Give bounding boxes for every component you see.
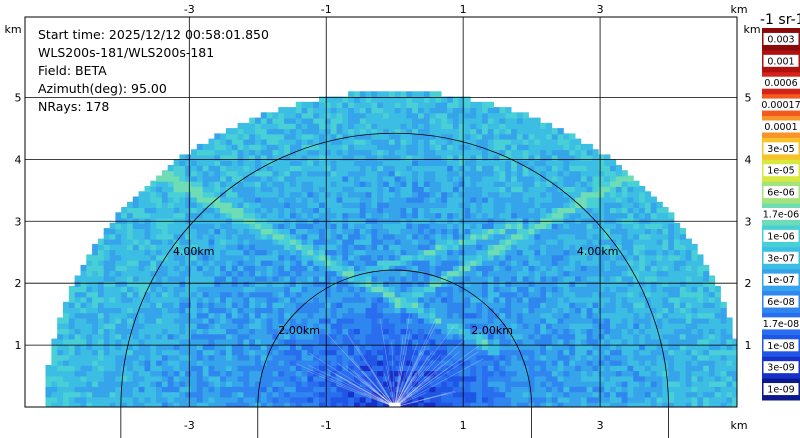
azimuth-label: Azimuth(deg): 95.00 bbox=[38, 81, 167, 96]
plot-frame bbox=[24, 16, 738, 408]
beta-field bbox=[45, 91, 737, 407]
colorbar-tick-label: 1.7e-06 bbox=[763, 210, 799, 221]
x-tick-label-top: -3 bbox=[184, 3, 195, 16]
colorbar-label-bg bbox=[763, 295, 799, 308]
colorbar-title: -1 sr-1 bbox=[760, 12, 800, 28]
x-tick-label-bottom: 1 bbox=[460, 419, 467, 432]
y-tick-label-right: 3 bbox=[745, 215, 752, 228]
colorbar-label-bg bbox=[763, 383, 799, 396]
y-tick-label-right: 4 bbox=[745, 153, 752, 166]
colorbar-label-bg bbox=[763, 186, 799, 199]
colorbar-label-bg bbox=[757, 317, 800, 330]
y-unit-label-left: km bbox=[4, 23, 21, 36]
colorbar-label-bg bbox=[763, 142, 799, 155]
colorbar-tick-label: 3e-09 bbox=[767, 363, 794, 374]
y-tick-label-left: 3 bbox=[15, 215, 22, 228]
colorbar-label-bg bbox=[757, 208, 800, 220]
x-unit-label-top: km bbox=[730, 3, 747, 16]
colorbar-tick-label: 6e-08 bbox=[767, 297, 794, 308]
range-ring bbox=[257, 269, 533, 408]
colorbar-tick-label: 0.0006 bbox=[764, 78, 797, 89]
colorbar-tick-label: 0.001 bbox=[767, 56, 794, 67]
range-ring-label: 2.00km bbox=[278, 324, 320, 337]
colorbar-tick-label: 1e-09 bbox=[767, 385, 794, 396]
x-tick-label-bottom: -1 bbox=[321, 419, 332, 432]
range-ring-label: 2.00km bbox=[471, 324, 513, 337]
scan-info: Start time: 2025/12/12 00:58:01.850 WLS2… bbox=[38, 26, 269, 116]
x-tick-label-top: 3 bbox=[597, 3, 604, 16]
range-ring-label: 4.00km bbox=[577, 245, 619, 258]
colorbar-label-bg bbox=[763, 361, 799, 374]
colorbar-tick-label: 1e-05 bbox=[767, 166, 794, 177]
x-tick-label-top: -1 bbox=[321, 3, 332, 16]
nrays-label: NRays: 178 bbox=[38, 99, 110, 114]
colorbar: 1e-09 3e-09 1e-08 1.7e-08 6e-08 1e-07 3e-07 1e-… bbox=[757, 12, 800, 401]
y-tick-label-right: 2 bbox=[745, 277, 752, 290]
colorbar-tick-label: 1e-08 bbox=[767, 341, 794, 352]
colorbar-label-bg bbox=[763, 164, 799, 177]
colorbar-tick-label: 0.00017 bbox=[761, 100, 800, 111]
range-ring bbox=[120, 132, 669, 408]
colorbar-tick-label: 3e-07 bbox=[767, 253, 794, 264]
y-tick-label-left: 5 bbox=[15, 91, 22, 104]
colorbar-label-bg bbox=[757, 98, 800, 111]
colorbar-tick-label: 6e-06 bbox=[767, 188, 794, 199]
x-tick-label-bottom: 3 bbox=[597, 419, 604, 432]
colorbar-label-bg bbox=[763, 32, 799, 45]
colorbar-tick-label: 0.0001 bbox=[764, 122, 797, 133]
y-tick-label-left: 1 bbox=[15, 339, 22, 352]
x-tick-label-bottom: -3 bbox=[184, 419, 195, 432]
start-time-label: Start time: 2025/12/12 00:58:01.850 bbox=[38, 27, 269, 42]
colorbar-tick-label: 1e-07 bbox=[767, 275, 794, 286]
x-tick-label-top: 1 bbox=[460, 3, 467, 16]
colorbar-label-bg bbox=[760, 76, 800, 89]
field-label: Field: BETA bbox=[38, 63, 107, 78]
y-tick-label-right: 5 bbox=[745, 91, 752, 104]
colorbar-label-bg bbox=[763, 251, 799, 264]
colorbar-tick-label: 0.003 bbox=[767, 34, 794, 45]
y-tick-label-right: 1 bbox=[745, 339, 752, 352]
colorbar-label-bg bbox=[763, 273, 799, 286]
y-unit-label-right: km bbox=[743, 23, 760, 36]
colorbar-tick-label: 1.7e-08 bbox=[763, 319, 799, 330]
colorbar-label-bg bbox=[763, 54, 799, 67]
y-tick-label-left: 2 bbox=[15, 277, 22, 290]
colorbar-label-bg bbox=[763, 229, 799, 242]
colorbar-tick-label: 3e-05 bbox=[767, 144, 794, 155]
device-label: WLS200s-181/WLS200s-181 bbox=[38, 45, 215, 60]
x-unit-label-bottom: km bbox=[730, 419, 747, 432]
y-tick-label-left: 4 bbox=[15, 153, 22, 166]
colorbar-tick-label: 1e-06 bbox=[767, 231, 794, 242]
colorbar-label-bg bbox=[760, 120, 800, 133]
range-ring-label: 4.00km bbox=[173, 245, 215, 258]
colorbar-label-bg bbox=[763, 339, 799, 352]
